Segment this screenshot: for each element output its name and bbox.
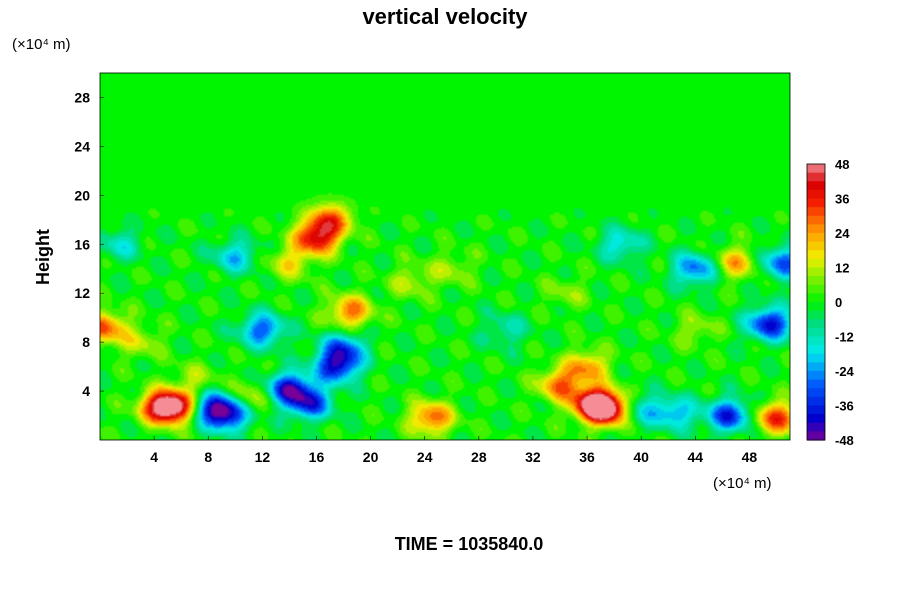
x-tick-label: 44: [688, 449, 704, 465]
colorbar-bin: [807, 388, 825, 398]
x-tick-labels: 4 8 12 16 20 24 28 32 36 40 44 48: [150, 436, 757, 465]
colorbar-tick-label: -12: [835, 330, 854, 345]
colorbar-tick-label: 48: [835, 157, 849, 172]
time-footer: TIME = 1035840.0: [395, 534, 544, 554]
plot-frame: [99, 72, 791, 441]
x-tick-label: 28: [471, 449, 487, 465]
x-tick-label: 32: [525, 449, 541, 465]
x-tick-label: 48: [742, 449, 758, 465]
colorbar-bin: [807, 422, 825, 432]
colorbar-bin: [807, 215, 825, 225]
x-unit-label: (×10⁴ m): [713, 475, 772, 492]
colorbar-bin: [807, 276, 825, 286]
colorbar-bin: [807, 353, 825, 363]
colorbar-bin: [807, 189, 825, 200]
colorbar-bin: [807, 198, 825, 208]
x-tick-label: 12: [255, 449, 271, 465]
colorbar-bin: [807, 172, 825, 182]
colorbar-bin: [807, 241, 825, 251]
colorbar-tick-label: 36: [835, 192, 849, 207]
heatmap-field: [100, 73, 790, 440]
x-tick-label: 24: [417, 449, 433, 465]
colorbar-bin: [807, 224, 825, 234]
colorbar-bin: [807, 207, 825, 217]
colorbar-tick-label: 24: [835, 226, 850, 241]
colorbar-bin: [807, 164, 825, 174]
colorbar-bin: [807, 327, 825, 338]
chart-title: vertical velocity: [362, 4, 528, 29]
colorbar-bin: [807, 310, 825, 320]
colorbar-bin: [807, 345, 825, 355]
colorbar-tick-label: 12: [835, 261, 849, 276]
x-tick-label: 16: [309, 449, 325, 465]
x-tick-label: 4: [150, 449, 158, 465]
colorbar-tick-label: -24: [835, 364, 855, 379]
colorbar-tick-label: -36: [835, 399, 854, 414]
colorbar-bin: [807, 250, 825, 260]
colorbar-bin: [807, 431, 825, 441]
y-tick-label: 8: [82, 334, 90, 350]
y-tick-label: 16: [74, 236, 90, 252]
y-tick-labels: 4 8 12 16 20 24 28: [74, 89, 104, 399]
colorbar-tick-label: 0: [835, 295, 842, 310]
y-tick-label: 28: [74, 89, 90, 105]
y-axis-label: Height: [33, 229, 53, 285]
y-tick-label: 24: [74, 138, 90, 154]
colorbar-bin: [807, 371, 825, 381]
colorbar-bin: [807, 181, 825, 191]
colorbar-bin: [807, 414, 825, 424]
y-tick-label: 12: [74, 285, 90, 301]
x-tick-label: 20: [363, 449, 379, 465]
colorbar-bin: [807, 302, 825, 312]
colorbar-bin: [807, 396, 825, 407]
colorbar-frame: [806, 163, 826, 441]
x-tick-label: 40: [633, 449, 649, 465]
colorbar-bin: [807, 233, 825, 243]
colorbar-bin: [807, 336, 825, 346]
colorbar-bin: [807, 405, 825, 415]
colorbar-bin: [807, 267, 825, 277]
y-tick-label: 4: [82, 383, 90, 399]
x-tick-label: 8: [204, 449, 212, 465]
colorbar-bin: [807, 258, 825, 269]
y-tick-label: 20: [74, 187, 90, 203]
colorbar-tick-label: -48: [835, 433, 854, 448]
colorbar-bin: [807, 362, 825, 372]
colorbar-bin: [807, 319, 825, 329]
colorbar-bin: [807, 379, 825, 389]
colorbar: 48 36 24 12 0 -12 -24 -36 -48: [806, 157, 855, 448]
colorbar-bin: [807, 284, 825, 294]
y-unit-label: (×10⁴ m): [12, 36, 71, 53]
colorbar-bin: [807, 293, 825, 303]
x-tick-label: 36: [579, 449, 595, 465]
